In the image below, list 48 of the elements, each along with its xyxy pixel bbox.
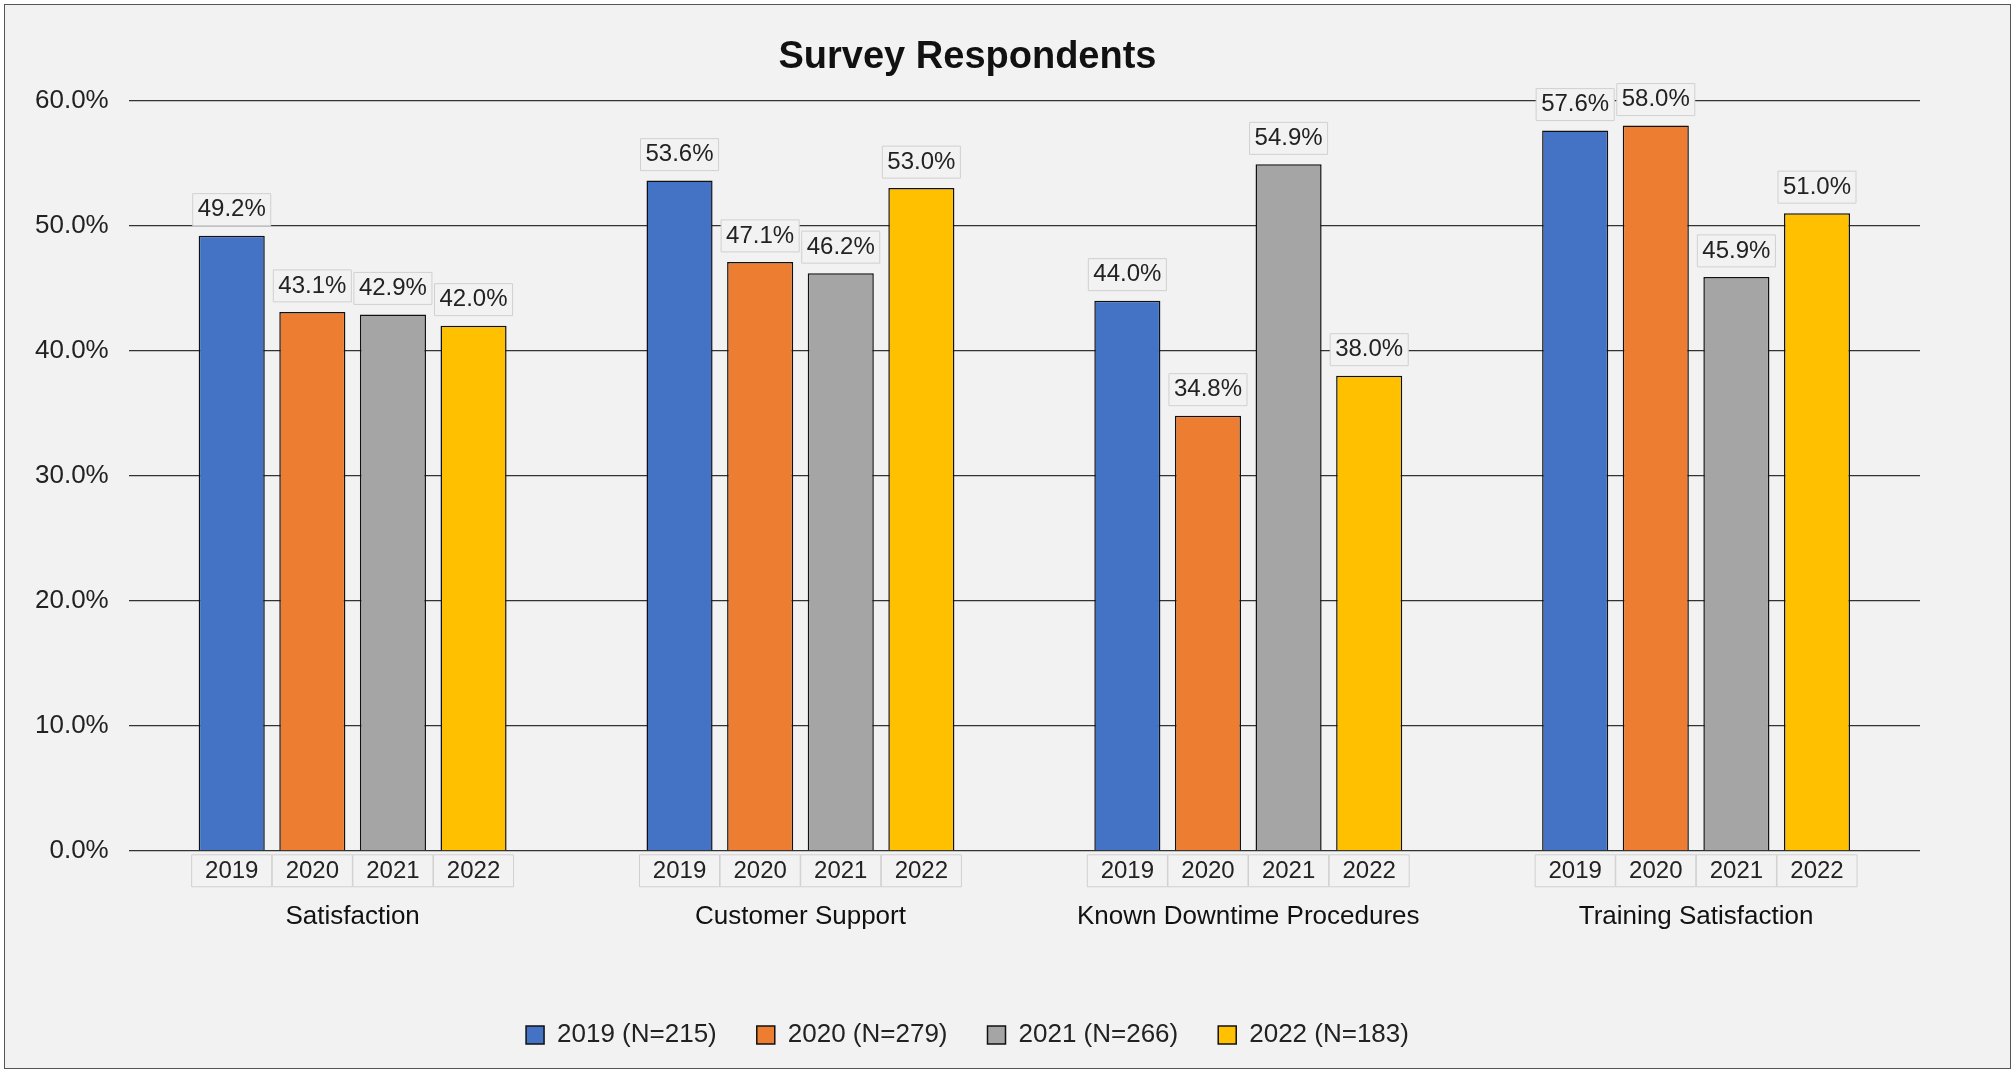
text: 2020 xyxy=(285,856,340,884)
data-label: 38.0% xyxy=(1335,334,1404,362)
y-tick-label: 40.0% xyxy=(34,333,109,364)
text: 2021 xyxy=(1709,856,1764,884)
text: 2022 xyxy=(894,856,949,884)
y-tick-label: 60.0% xyxy=(34,83,109,114)
text: 2020 xyxy=(733,856,787,884)
data-label: 57.6% xyxy=(1541,89,1610,117)
legend-label: 2022 (N=183) xyxy=(1249,1018,1409,1049)
data-label: 45.9% xyxy=(1702,235,1771,263)
chart-title: Survey Respondents xyxy=(778,34,1157,77)
text: 2021 xyxy=(366,856,420,884)
data-label: 42.0% xyxy=(439,284,508,312)
legend-label: 2021 (N=266) xyxy=(1018,1018,1179,1049)
text: 2019 xyxy=(1100,856,1155,884)
y-tick-label: 0.0% xyxy=(49,833,109,864)
text: 2019 xyxy=(1548,856,1602,884)
text: 2019 xyxy=(652,856,707,884)
data-label: 44.0% xyxy=(1093,259,1162,287)
data-label: 43.1% xyxy=(278,270,347,298)
text: 2020 xyxy=(1181,856,1235,884)
text: 2020 xyxy=(1629,856,1683,884)
x-tick-label: Satisfaction xyxy=(285,899,420,930)
x-tick-label: Known Downtime Procedures xyxy=(1077,899,1420,930)
legend-label: 2020 (N=279) xyxy=(787,1018,948,1049)
data-label: 42.9% xyxy=(358,273,427,301)
text: 2022 xyxy=(1790,856,1844,884)
y-tick-label: 50.0% xyxy=(34,208,109,239)
data-label: 53.0% xyxy=(887,146,956,174)
text: 2022 xyxy=(1342,856,1396,884)
data-label: 53.6% xyxy=(645,139,714,167)
data-label: 34.8% xyxy=(1173,374,1242,402)
data-label: 46.2% xyxy=(806,231,875,259)
y-tick-label: 20.0% xyxy=(34,583,109,614)
data-label: 51.0% xyxy=(1782,171,1852,199)
data-label: 49.2% xyxy=(197,194,266,222)
data-label: 54.9% xyxy=(1254,122,1323,150)
text: 2021 xyxy=(814,856,868,884)
y-tick-label: 30.0% xyxy=(34,458,109,489)
data-label: 58.0% xyxy=(1621,84,1690,112)
text: 2022 xyxy=(446,856,501,884)
legend-label: 2019 (N=215) xyxy=(557,1018,717,1049)
text: 2021 xyxy=(1261,856,1316,884)
x-tick-label: Customer Support xyxy=(694,899,907,930)
data-label: 47.1% xyxy=(726,220,795,248)
x-tick-label: Training Satisfaction xyxy=(1578,899,1814,930)
text: 2019 xyxy=(205,856,259,884)
y-tick-label: 10.0% xyxy=(34,708,109,739)
